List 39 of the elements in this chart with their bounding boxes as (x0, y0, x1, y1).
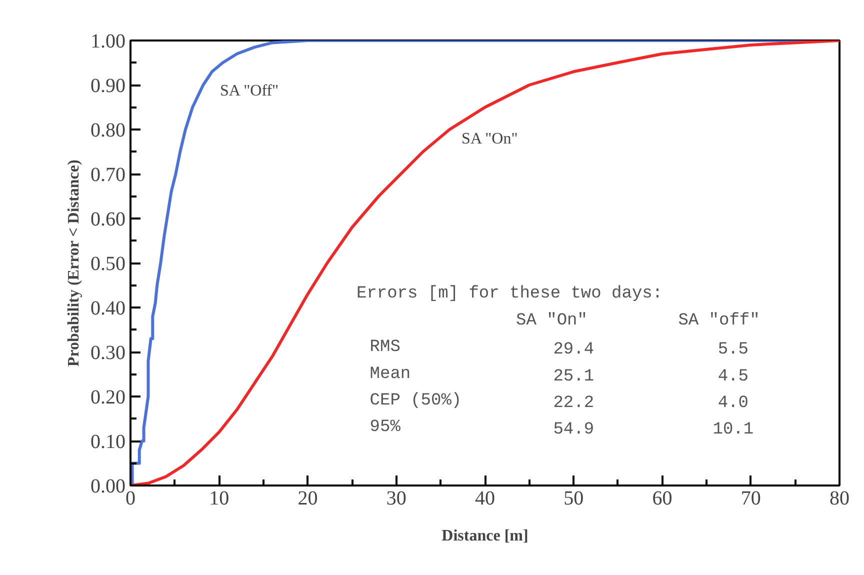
annotation: 22.2 (553, 394, 594, 413)
annotation: 54.9 (553, 420, 594, 440)
y-tick-label: 0.50 (90, 253, 126, 275)
y-tick-label: 0.40 (90, 298, 126, 320)
annotation: CEP (50%) (370, 391, 462, 410)
x-tick-label: 30 (386, 488, 406, 510)
annotation: 25.1 (553, 367, 594, 386)
y-tick-label: 1.00 (90, 30, 126, 52)
annotation: Mean (370, 364, 411, 384)
annotation: 4.0 (718, 394, 748, 413)
x-tick-label: 20 (298, 488, 318, 510)
y-tick-label: 0.00 (90, 476, 126, 498)
x-tick-label: 40 (475, 488, 495, 510)
y-tick-label: 0.70 (90, 164, 126, 186)
annotation: SA "off" (678, 311, 760, 330)
y-tick-label: 0.20 (90, 386, 126, 408)
x-tick-label: 70 (740, 488, 761, 510)
x-tick-label: 60 (652, 488, 672, 510)
annotation: 95% (370, 418, 402, 438)
annotation: 10.1 (712, 420, 754, 440)
annotation: Errors [m] for these two days: (356, 284, 663, 304)
y-tick-label: 0.30 (90, 342, 126, 364)
annotation: 29.4 (553, 340, 594, 360)
y-axis-title: Probability (Error < Distance) (66, 160, 82, 367)
annotation: 5.5 (718, 340, 748, 360)
x-tick-label: 0 (126, 488, 136, 510)
annotation: SA "On" (516, 311, 588, 330)
y-tick-label: 0.90 (90, 75, 126, 97)
series-label: SA "Off" (220, 82, 279, 100)
y-tick-label: 0.10 (90, 431, 126, 453)
y-tick-label: 0.60 (90, 208, 126, 230)
x-tick-label: 50 (564, 488, 584, 510)
annotation: RMS (370, 338, 400, 358)
x-tick-label: 80 (830, 488, 850, 510)
x-tick-label: 10 (209, 488, 230, 510)
annotation: 4.5 (718, 367, 748, 386)
y-tick-label: 0.80 (90, 120, 126, 142)
series-label: SA "On" (462, 130, 518, 148)
x-axis-title: Distance [m] (442, 528, 528, 544)
